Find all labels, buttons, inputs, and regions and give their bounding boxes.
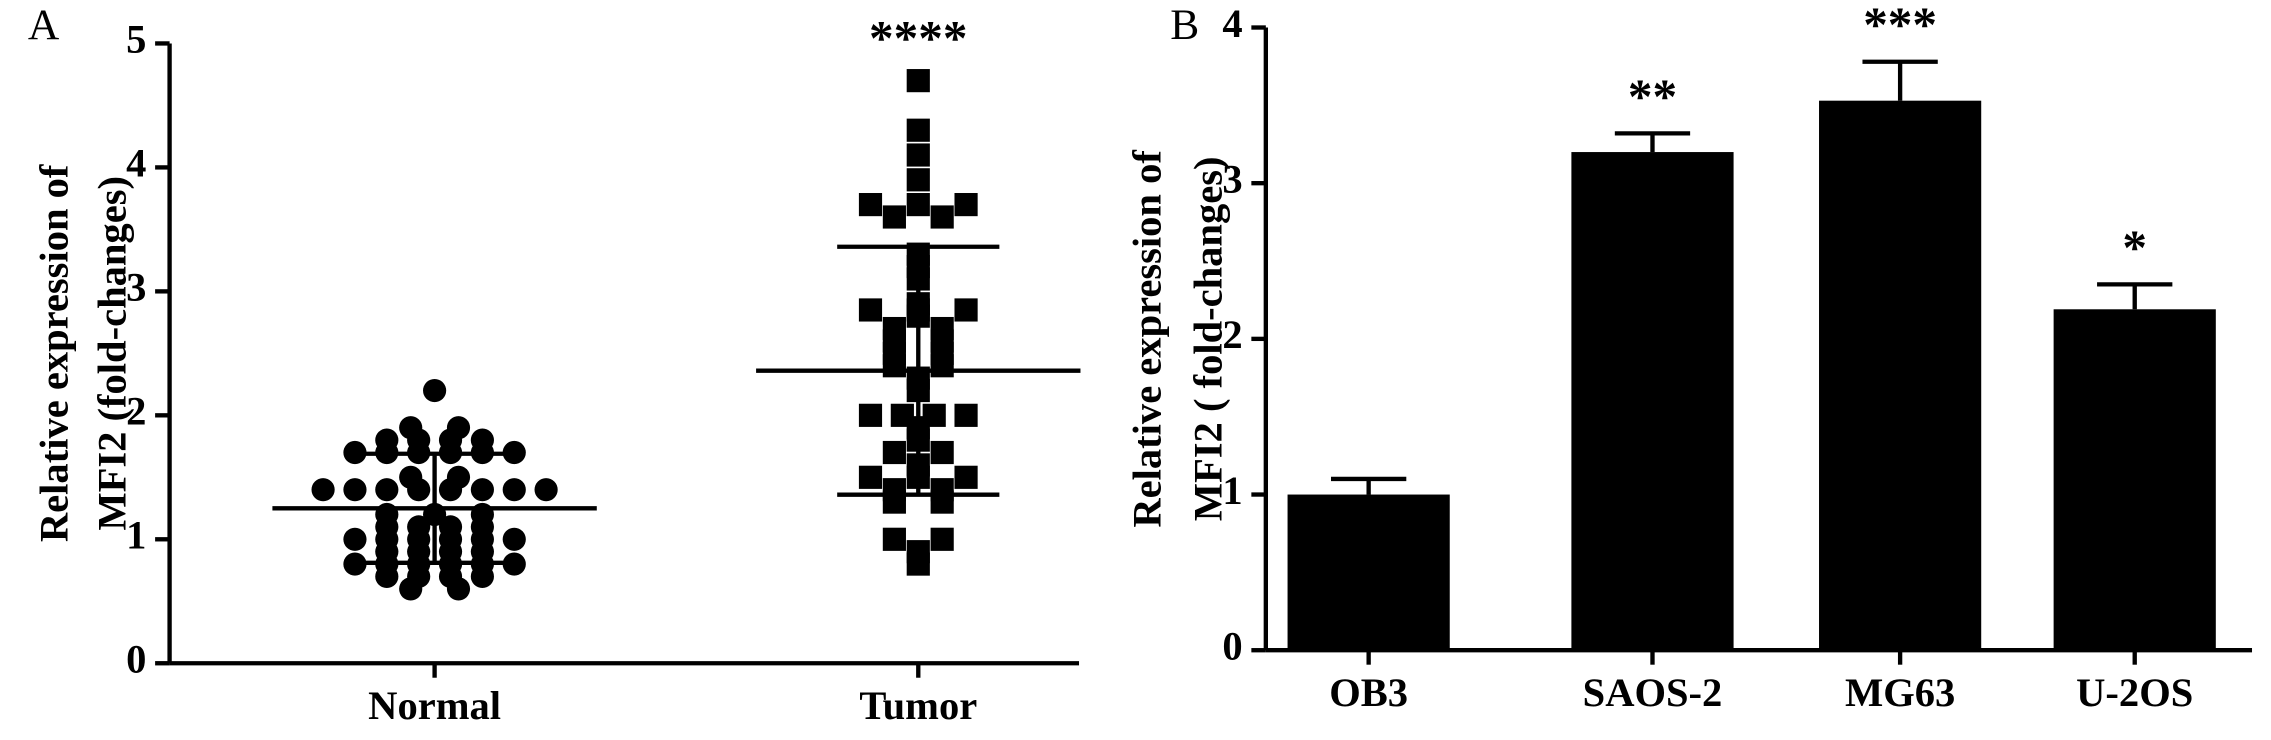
x-tick-label: SAOS-2: [1583, 670, 1723, 715]
data-point: [930, 440, 954, 465]
data-point: [858, 465, 883, 489]
data-point: [470, 564, 494, 589]
data-point: [882, 440, 906, 465]
bar: [2053, 309, 2216, 651]
y-tick-label: 2: [1222, 312, 1242, 357]
data-point: [343, 478, 367, 502]
data-point: [906, 118, 930, 142]
panel-label: A: [28, 1, 60, 49]
y-tick-label: 5: [126, 17, 146, 62]
data-point: [954, 403, 978, 427]
data-point: [930, 205, 954, 229]
x-tick-label: OB3: [1329, 670, 1408, 715]
data-point: [954, 465, 978, 489]
y-tick-label: 0: [126, 637, 146, 682]
y-axis-label: MFI2 ( fold-changes): [1186, 156, 1231, 521]
data-point: [930, 527, 954, 551]
data-point: [858, 403, 883, 427]
significance: **: [1628, 69, 1677, 124]
data-point: [470, 478, 494, 502]
bar: [1819, 100, 1982, 651]
data-point: [311, 478, 335, 502]
y-tick-label: 0: [1222, 624, 1242, 669]
bar: [1287, 494, 1450, 651]
y-axis-label: MFI2 (fold-changes): [89, 176, 134, 531]
y-tick-label: 3: [1222, 156, 1242, 201]
data-point: [930, 354, 954, 378]
y-tick-label: 4: [1222, 1, 1242, 46]
panel-label: B: [1170, 1, 1199, 49]
significance: *: [2122, 220, 2147, 275]
data-point: [906, 143, 930, 167]
data-point: [906, 168, 930, 192]
data-point: [858, 298, 883, 322]
data-point: [438, 478, 463, 502]
data-point: [423, 378, 447, 403]
data-point: [882, 205, 906, 229]
x-tick-label: MG63: [1845, 670, 1955, 715]
data-point: [906, 193, 930, 217]
y-tick-label: 3: [126, 265, 146, 310]
data-point: [375, 564, 399, 589]
x-tick-label: U-2OS: [2076, 670, 2193, 715]
data-point: [502, 478, 526, 502]
data-point: [858, 193, 883, 217]
y-tick-label: 4: [126, 141, 146, 186]
data-point: [502, 527, 526, 551]
significance: ****: [869, 11, 967, 66]
data-point: [954, 193, 978, 217]
data-point: [446, 577, 471, 601]
data-point: [534, 478, 558, 502]
y-tick-label: 1: [1222, 468, 1242, 513]
y-axis-label: Relative expression of: [1125, 150, 1170, 528]
data-point: [407, 478, 431, 502]
data-point: [882, 527, 906, 551]
data-point: [906, 69, 930, 93]
y-tick-label: 2: [126, 389, 146, 434]
y-axis-label: Relative expression of: [31, 164, 76, 542]
data-point: [906, 552, 930, 576]
x-tick-label: Tumor: [859, 683, 977, 728]
y-tick-label: 1: [126, 513, 146, 558]
data-point: [954, 298, 978, 322]
significance: ***: [1863, 0, 1937, 52]
data-point: [399, 577, 423, 601]
data-point: [343, 527, 367, 551]
data-point: [375, 478, 399, 502]
x-tick-label: Normal: [368, 683, 501, 728]
bar: [1571, 152, 1734, 651]
data-point: [882, 354, 906, 378]
